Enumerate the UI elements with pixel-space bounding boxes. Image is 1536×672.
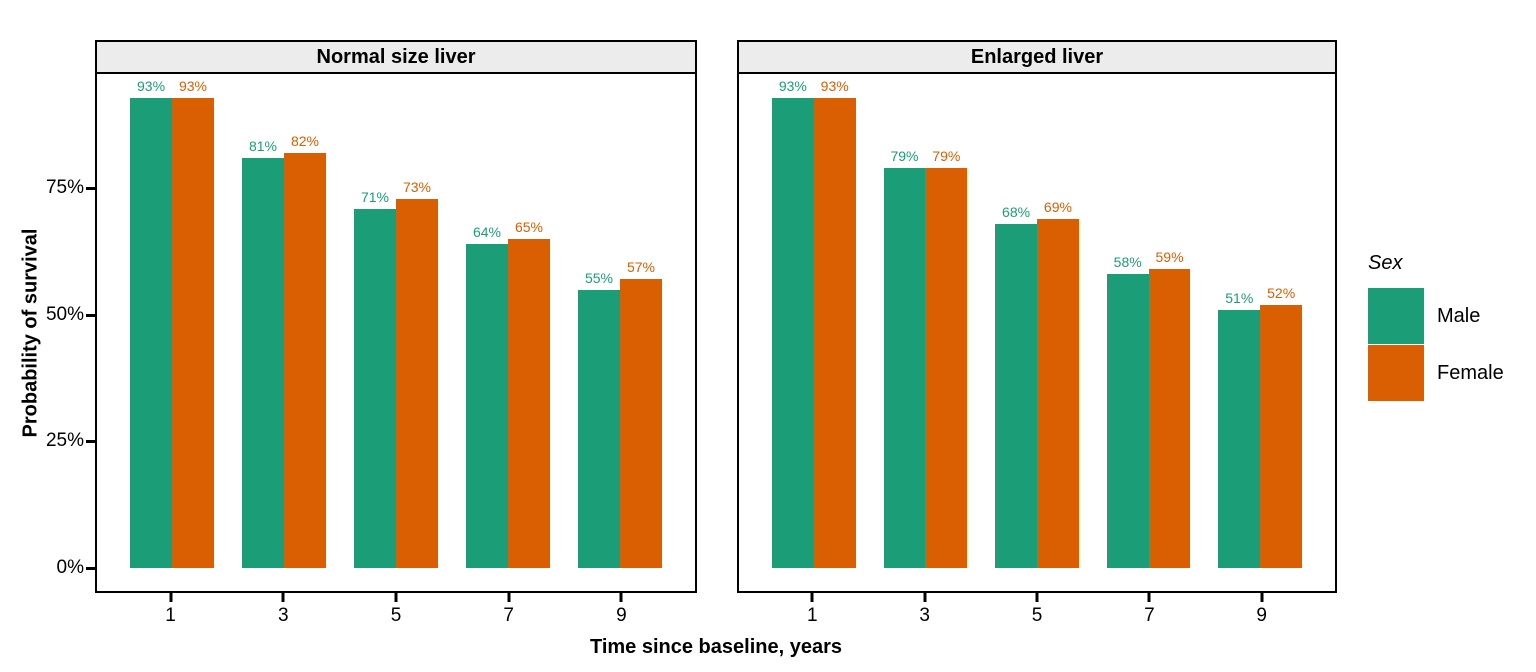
bar-female-x5 [1037, 218, 1079, 568]
facet-normal-size-liver: Normal size liver 93% 81% 71% 64% 55% 93% 82% 7… [95, 40, 697, 635]
bar-value-label-female-x7: 59% [1155, 249, 1184, 266]
facet-panel-normal-size-liver: 93% 81% 71% 64% 55% 93% 82% 73% 65% 57% [95, 72, 697, 593]
bar-value-label-female-x3: 82% [290, 133, 319, 150]
x-tick-mark-5 [1035, 593, 1039, 602]
x-tick-label-7: 7 [503, 605, 515, 626]
facet-strip-enlarged-liver: Enlarged liver [737, 40, 1337, 72]
facet-enlarged-liver: Enlarged liver 93% 79% 68% 58% 51% 93% 79% 69% 5… [737, 40, 1337, 635]
legend-swatch-male-icon [1368, 288, 1424, 344]
bar-male-x5 [995, 223, 1037, 568]
bar-female-x9 [619, 279, 662, 568]
bar-female-x7 [507, 239, 550, 568]
x-tick-mark-3 [923, 593, 927, 602]
x-tick-label-1: 1 [806, 605, 818, 626]
facet-panel-enlarged-liver: 93% 79% 68% 58% 51% 93% 79% 69% 59% 52% [737, 72, 1337, 593]
x-tick-label-5: 5 [390, 605, 402, 626]
bar-value-label-male-x1: 93% [137, 77, 166, 94]
bar-value-label-male-x9: 55% [584, 269, 613, 286]
bar-value-label-female-x7: 65% [514, 219, 543, 236]
bar-value-label-male-x1: 93% [778, 77, 807, 94]
x-tick-mark-1 [810, 593, 814, 602]
bar-value-label-female-x1: 93% [820, 77, 849, 94]
bar-male-x7 [1106, 274, 1149, 568]
x-tick-mark-7 [1147, 593, 1151, 602]
facet-strip-normal-size-liver: Normal size liver [95, 40, 697, 72]
y-tick-mark-75% [86, 187, 95, 191]
bar-value-label-female-x9: 52% [1267, 284, 1296, 301]
bar-male-x9 [577, 289, 620, 568]
bar-value-label-female-x1: 93% [178, 77, 208, 94]
x-tick-mark-9 [619, 593, 623, 602]
bar-female-x1 [172, 97, 214, 568]
legend-label-male: Male [1437, 304, 1481, 327]
bar-male-x3 [242, 158, 284, 568]
x-tick-label-7: 7 [1144, 605, 1155, 626]
bar-female-x7 [1148, 269, 1191, 568]
bar-male-x1 [130, 97, 173, 568]
bar-value-label-female-x9: 57% [626, 259, 655, 276]
x-axis-ticks-normal-size-liver: 1 3 5 7 9 [95, 593, 697, 635]
bar-value-label-female-x5: 69% [1043, 198, 1072, 215]
bar-female-x3 [284, 153, 326, 568]
legend-label-female: Female [1437, 361, 1504, 384]
y-axis: 0% 25% 50% 75% [0, 74, 95, 591]
x-tick-mark-5 [394, 593, 398, 602]
x-tick-mark-9 [1260, 593, 1264, 602]
x-tick-mark-1 [169, 593, 173, 602]
bar-value-label-male-x3: 81% [248, 138, 278, 155]
y-tick-mark-25% [86, 440, 95, 444]
legend-item-male: Male [1368, 288, 1504, 344]
y-tick-label-0%: 0% [56, 556, 84, 578]
bar-value-label-male-x9: 51% [1225, 289, 1254, 306]
bar-female-x9 [1260, 304, 1303, 568]
bar-value-label-male-x5: 68% [1002, 203, 1031, 220]
x-tick-label-3: 3 [919, 605, 930, 626]
bar-value-label-male-x7: 58% [1113, 254, 1142, 271]
bar-male-x9 [1218, 309, 1261, 568]
legend: Sex Male Female [1368, 252, 1504, 402]
y-tick-mark-0% [86, 566, 95, 570]
bar-value-label-male-x3: 79% [890, 148, 919, 165]
bar-male-x1 [771, 97, 814, 568]
bar-value-label-male-x5: 71% [360, 188, 389, 205]
y-tick-mark-50% [86, 313, 95, 317]
y-tick-label-25%: 25% [45, 430, 84, 452]
x-tick-label-5: 5 [1031, 605, 1043, 626]
x-tick-mark-7 [507, 593, 511, 602]
legend-swatch-female-icon [1368, 345, 1424, 401]
bar-female-x3 [925, 168, 968, 568]
bar-male-x3 [883, 168, 926, 568]
legend-title: Sex [1368, 252, 1403, 274]
bar-female-x1 [813, 97, 856, 568]
x-tick-label-3: 3 [277, 605, 289, 626]
x-axis-ticks-enlarged-liver: 1 3 5 7 9 [737, 593, 1337, 635]
x-tick-label-1: 1 [165, 605, 176, 626]
legend-item-female: Female [1368, 345, 1504, 401]
bar-value-label-female-x3: 79% [932, 148, 961, 165]
y-tick-label-50%: 50% [45, 303, 84, 325]
bar-value-label-female-x5: 73% [402, 178, 431, 195]
bar-value-label-male-x7: 64% [472, 224, 501, 241]
x-axis-title: Time since baseline, years [589, 636, 842, 658]
bar-female-x5 [396, 198, 438, 568]
bar-male-x7 [465, 244, 508, 568]
y-tick-label-75%: 75% [45, 177, 84, 199]
x-tick-label-9: 9 [616, 605, 627, 626]
bar-male-x5 [354, 208, 396, 568]
x-tick-label-9: 9 [1256, 605, 1268, 626]
x-tick-mark-3 [281, 593, 285, 602]
